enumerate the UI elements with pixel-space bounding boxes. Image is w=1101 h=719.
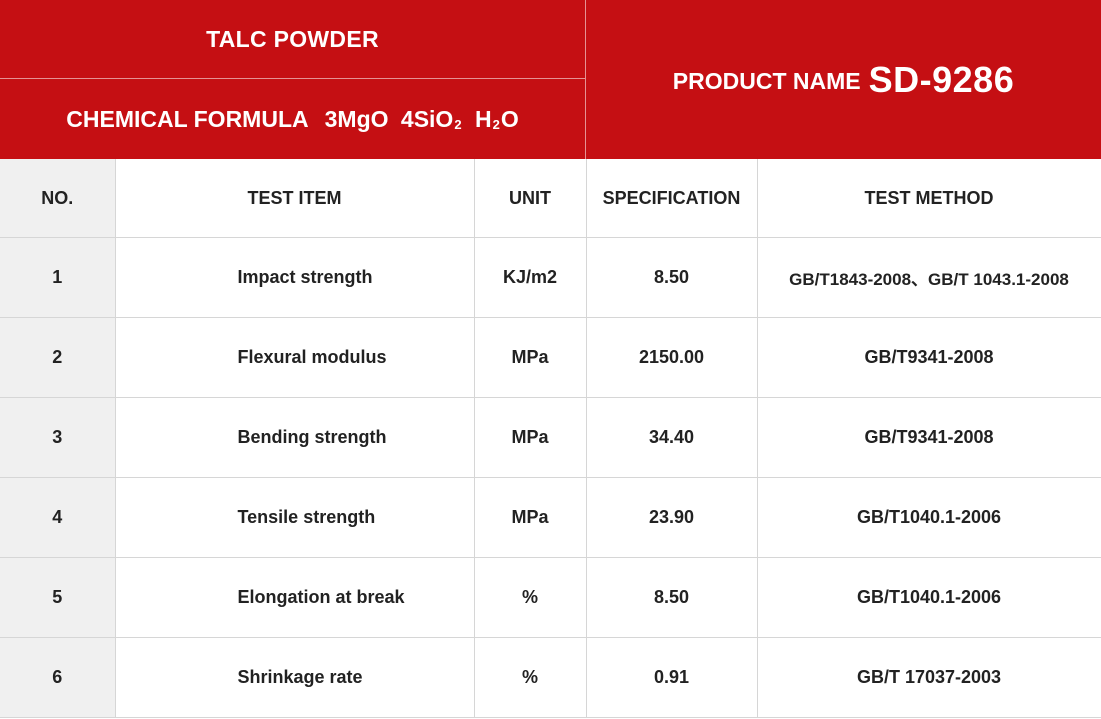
- formula-part-o: O: [500, 105, 519, 132]
- cell-specification: 8.50: [586, 237, 758, 318]
- column-header-test-method: TEST METHOD: [757, 159, 1101, 238]
- cell-specification: 23.90: [586, 477, 758, 558]
- column-header-unit: UNIT: [474, 159, 587, 238]
- cell-unit: %: [474, 637, 587, 718]
- cell-test-method: GB/T 17037-2003: [757, 637, 1101, 718]
- cell-test-method: GB/T1040.1-2006: [757, 557, 1101, 638]
- cell-specification: 0.91: [586, 637, 758, 718]
- chemical-formula-row: CHEMICAL FORMULA 3MgO 4SiO2 H2O: [0, 79, 585, 159]
- column-header-specification: SPECIFICATION: [586, 159, 758, 238]
- cell-specification: 2150.00: [586, 317, 758, 398]
- cell-test-method: GB/T9341-2008: [757, 397, 1101, 478]
- product-name-label: PRODUCT NAME: [672, 68, 861, 94]
- formula-value: 3MgO 4SiO2 H2O: [325, 106, 519, 133]
- table-header-row: NO. TEST ITEM UNIT SPECIFICATION TEST ME…: [0, 159, 1101, 238]
- formula-part-sio: 4SiO: [400, 105, 454, 132]
- cell-no: 4: [0, 477, 116, 558]
- cell-unit: KJ/m2: [474, 237, 587, 318]
- formula-part-h: H: [474, 105, 492, 132]
- cell-no: 2: [0, 317, 116, 398]
- header-divider-horizontal: [0, 78, 585, 79]
- header-left-panel: TALC POWDER CHEMICAL FORMULA 3MgO 4SiO2 …: [0, 0, 585, 159]
- product-type: TALC POWDER: [206, 25, 379, 52]
- cell-test-item: Bending strength: [115, 397, 475, 478]
- cell-test-item: Shrinkage rate: [115, 637, 475, 718]
- product-name-panel: PRODUCT NAME SD-9286: [586, 0, 1101, 159]
- cell-test-item: Flexural modulus: [115, 317, 475, 398]
- table-row: 6 Shrinkage rate % 0.91 GB/T 17037-2003: [0, 637, 1101, 718]
- cell-specification: 8.50: [586, 557, 758, 638]
- cell-no: 5: [0, 557, 116, 638]
- cell-test-method: GB/T1040.1-2006: [757, 477, 1101, 558]
- table-row: 4 Tensile strength MPa 23.90 GB/T1040.1-…: [0, 477, 1101, 558]
- cell-test-method: GB/T1843-2008、GB/T 1043.1-2008: [757, 237, 1101, 318]
- table-row: 1 Impact strength KJ/m2 8.50 GB/T1843-20…: [0, 237, 1101, 318]
- formula-label: CHEMICAL FORMULA: [66, 105, 309, 132]
- product-header: TALC POWDER CHEMICAL FORMULA 3MgO 4SiO2 …: [0, 0, 1101, 159]
- specification-table: NO. TEST ITEM UNIT SPECIFICATION TEST ME…: [0, 159, 1101, 718]
- cell-unit: MPa: [474, 477, 587, 558]
- product-name-value: SD-9286: [868, 58, 1015, 100]
- table-row: 3 Bending strength MPa 34.40 GB/T9341-20…: [0, 397, 1101, 478]
- formula-part-mgo: 3MgO: [324, 105, 389, 132]
- header-divider-vertical: [585, 0, 586, 159]
- cell-test-method: GB/T9341-2008: [757, 317, 1101, 398]
- table-row: 2 Flexural modulus MPa 2150.00 GB/T9341-…: [0, 317, 1101, 398]
- cell-unit: %: [474, 557, 587, 638]
- cell-no: 1: [0, 237, 116, 318]
- cell-test-item: Impact strength: [115, 237, 475, 318]
- cell-no: 6: [0, 637, 116, 718]
- table-row: 5 Elongation at break % 8.50 GB/T1040.1-…: [0, 557, 1101, 638]
- cell-specification: 34.40: [586, 397, 758, 478]
- formula-subscript-sio: 2: [454, 116, 462, 132]
- column-header-no: NO.: [0, 159, 116, 238]
- cell-test-item: Tensile strength: [115, 477, 475, 558]
- column-header-test-item: TEST ITEM: [115, 159, 475, 238]
- cell-no: 3: [0, 397, 116, 478]
- cell-test-item: Elongation at break: [115, 557, 475, 638]
- cell-unit: MPa: [474, 397, 587, 478]
- formula-subscript-h: 2: [492, 116, 500, 132]
- cell-unit: MPa: [474, 317, 587, 398]
